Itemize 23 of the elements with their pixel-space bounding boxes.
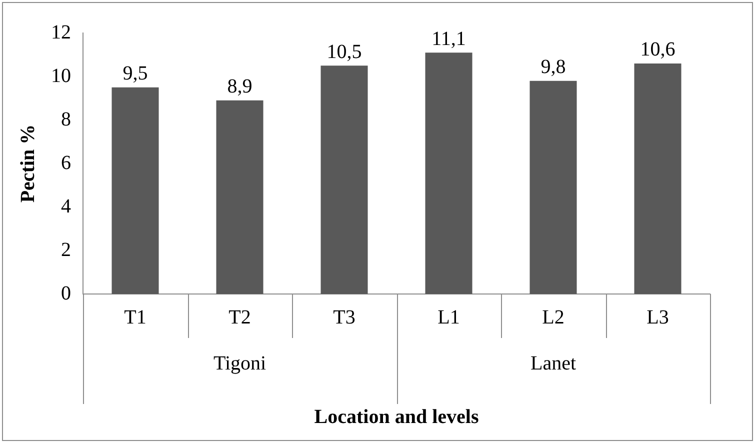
y-tick-label: 4: [61, 195, 71, 218]
data-label: 10,5: [326, 40, 362, 63]
data-label: 8,9: [227, 76, 252, 98]
x-tick-label: T3: [333, 306, 356, 328]
data-label: 11,1: [432, 28, 466, 50]
y-tick-label: 2: [61, 238, 71, 261]
data-label: 9,5: [122, 62, 148, 85]
x-tick-label: L2: [542, 306, 564, 328]
text: Lanet: [530, 352, 576, 374]
x-axis-title: Location and levels: [314, 406, 479, 428]
y-tick-label: 8: [61, 108, 71, 130]
x-tick-label: T2: [228, 306, 251, 328]
x-tick-label: T1: [124, 306, 146, 328]
y-tick-label: 10: [51, 64, 71, 87]
y-axis-title: Pectin %: [17, 124, 40, 203]
y-tick-label: 0: [61, 282, 71, 304]
text: Tigoni: [213, 352, 266, 374]
x-tick-label: L1: [438, 306, 460, 328]
y-tick-label: 6: [61, 152, 71, 174]
data-label: 10,6: [640, 38, 676, 61]
data-label: 9,8: [540, 56, 566, 78]
y-tick-label: 12: [51, 21, 71, 44]
x-tick-label: L3: [646, 306, 669, 328]
